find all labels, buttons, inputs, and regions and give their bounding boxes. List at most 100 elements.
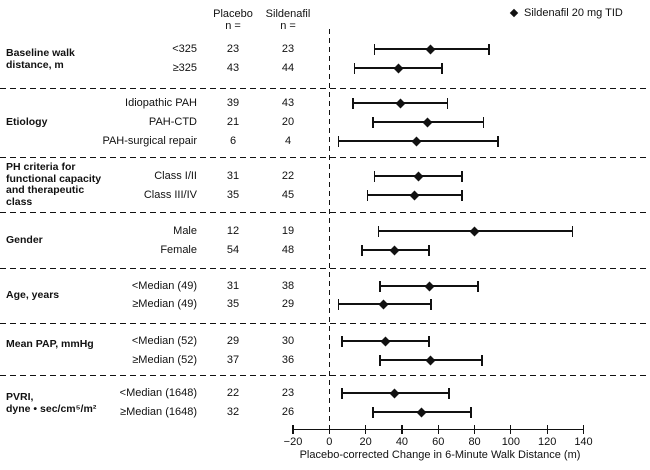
- sildenafil-n-value: 48: [281, 244, 295, 256]
- point-estimate-diamond: [409, 190, 420, 200]
- point-estimate-diamond: [389, 245, 400, 255]
- point-estimate-diamond: [395, 98, 406, 108]
- x-tick: [473, 425, 476, 434]
- subgroup-label: PAH-CTD: [148, 116, 197, 128]
- ci-cap-left: [361, 244, 363, 256]
- ci-cap-right: [430, 298, 432, 310]
- ci-cap-right: [481, 354, 483, 366]
- group-separator: [0, 268, 650, 269]
- subgroup-label: Male: [173, 225, 197, 237]
- group-label: Age, years: [6, 289, 60, 302]
- ci-cap-left: [379, 354, 381, 366]
- ci-cap-left: [353, 62, 356, 74]
- subgroup-label: <325: [172, 43, 197, 55]
- group-label-line: functional capacity: [6, 172, 102, 185]
- group-label-line: Age, years: [6, 289, 60, 301]
- legend: Sildenafil 20 mg TID: [509, 7, 623, 19]
- point-estimate-diamond: [469, 226, 480, 236]
- group-separator: [0, 157, 650, 158]
- column-header-placebo-n: n =: [225, 20, 241, 32]
- x-tick: [437, 425, 439, 434]
- placebo-n-value: 35: [226, 298, 240, 310]
- sildenafil-n-value: 19: [281, 225, 295, 237]
- column-header-placebo: Placebo n =: [203, 8, 263, 32]
- x-tick-label: 140: [574, 436, 593, 448]
- subgroup-label: ≥Median (49): [132, 298, 197, 310]
- sildenafil-n-value: 43: [281, 97, 295, 109]
- x-tick-label: −20: [283, 436, 303, 448]
- ci-cap-right: [461, 170, 463, 182]
- sildenafil-n-value: 20: [281, 116, 295, 128]
- subgroup-label: ≥Median (1648): [120, 406, 197, 418]
- x-tick: [510, 425, 512, 434]
- point-estimate-diamond: [422, 117, 433, 127]
- legend-label: Sildenafil 20 mg TID: [524, 7, 623, 19]
- x-tick-label: 60: [432, 436, 445, 448]
- group-label-line: and therapeutic: [6, 184, 85, 196]
- ci-cap-right: [461, 189, 463, 201]
- x-tick-label: 100: [501, 436, 521, 448]
- point-estimate-diamond: [426, 44, 436, 54]
- group-separator: [0, 212, 650, 213]
- ci-cap-left: [337, 135, 340, 147]
- subgroup-label: ≥Median (52): [132, 354, 197, 366]
- point-estimate-diamond: [411, 136, 422, 146]
- subgroup-label: <Median (52): [131, 335, 197, 347]
- point-estimate-diamond: [389, 388, 400, 398]
- column-header-placebo-title: Placebo: [213, 8, 253, 20]
- ci-cap-left: [372, 406, 374, 418]
- ci-cap-left: [372, 116, 374, 128]
- placebo-n-value: 35: [226, 189, 240, 201]
- group-label-line: Baseline walk: [6, 47, 75, 59]
- group-label: Mean PAP, mmHg: [6, 338, 94, 351]
- subgroup-label: Idiopathic PAH: [125, 97, 197, 109]
- ci-cap-right: [446, 97, 449, 109]
- subgroup-label: Class III/IV: [143, 189, 197, 201]
- placebo-n-value: 31: [226, 280, 240, 292]
- subgroup-label: ≥325: [172, 62, 197, 74]
- sildenafil-n-value: 22: [281, 170, 295, 182]
- group-label: Baseline walk distance, m: [6, 47, 75, 71]
- sildenafil-n-value: 45: [281, 189, 295, 201]
- point-estimate-diamond: [378, 299, 389, 309]
- group-separator: [0, 375, 650, 376]
- subgroup-label: <Median (1648): [119, 387, 197, 399]
- placebo-n-value: 43: [226, 62, 240, 74]
- column-header-sildenafil: Sildenafil n =: [258, 8, 318, 32]
- group-label: Etiology: [6, 116, 47, 129]
- x-tick-label: 0: [326, 436, 333, 448]
- placebo-n-value: 12: [226, 225, 240, 237]
- x-tick-label: 120: [538, 436, 557, 448]
- ci-cap-right: [571, 225, 574, 237]
- placebo-n-value: 31: [226, 170, 240, 182]
- x-tick: [328, 425, 330, 434]
- x-tick: [292, 425, 294, 434]
- point-estimate-diamond: [413, 171, 424, 181]
- group-label: PH criteria for functional capacity and th…: [6, 161, 102, 208]
- zero-reference-line: [329, 29, 330, 430]
- ci-cap-right: [448, 387, 450, 399]
- subgroup-label: <Median (49): [131, 280, 197, 292]
- x-tick-label: 40: [395, 436, 409, 448]
- x-tick: [582, 425, 585, 434]
- placebo-n-value: 29: [226, 335, 240, 347]
- group-label-line: PH criteria for: [6, 161, 76, 173]
- subgroup-label: Class I/II: [154, 170, 197, 182]
- sildenafil-n-value: 36: [281, 354, 295, 366]
- group-label-line: Gender: [6, 234, 43, 246]
- sildenafil-n-value: 38: [281, 280, 295, 292]
- ci-cap-right: [428, 335, 430, 347]
- group-label-line: PVRI,: [6, 391, 34, 403]
- ci-cap-right: [477, 280, 479, 292]
- subgroup-label: PAH-surgical repair: [102, 135, 197, 147]
- ci-cap-left: [377, 225, 380, 237]
- column-header-sildenafil-title: Sildenafil: [265, 8, 311, 20]
- ci-cap-left: [352, 97, 354, 109]
- placebo-n-value: 54: [226, 244, 240, 256]
- placebo-n-value: 22: [226, 387, 240, 399]
- placebo-n-value: 6: [229, 135, 237, 147]
- placebo-n-value: 37: [226, 354, 240, 366]
- sildenafil-n-value: 23: [281, 387, 295, 399]
- sildenafil-n-value: 4: [284, 135, 292, 147]
